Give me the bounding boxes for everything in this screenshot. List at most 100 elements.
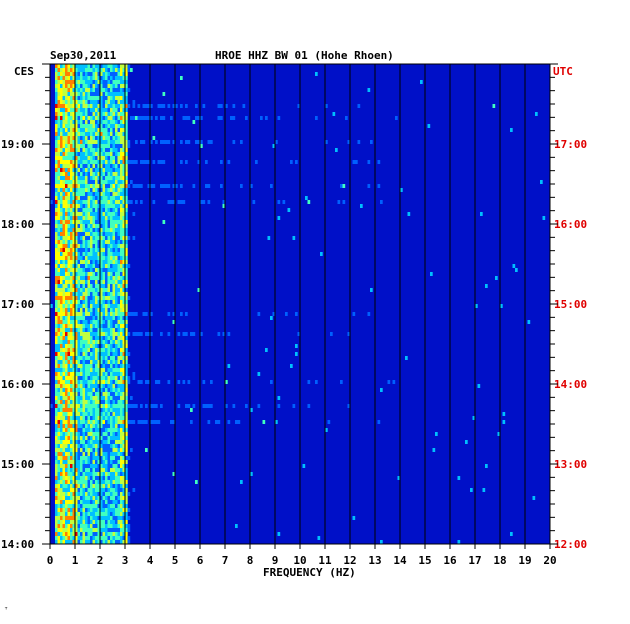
spectrogram-cell — [65, 244, 68, 248]
spectrogram-cell — [107, 316, 111, 320]
spectrogram-cell — [90, 128, 93, 132]
spectrogram-cell — [90, 112, 93, 116]
spectrogram-cell — [102, 160, 106, 164]
spectrogram-cell — [192, 120, 196, 124]
spectrogram-cell — [120, 132, 123, 136]
spectrogram-cell — [77, 268, 81, 272]
spectrogram-cell — [92, 328, 96, 332]
spectrogram-cell — [107, 388, 111, 392]
spectrogram-cell — [55, 284, 58, 288]
spectrogram-cell — [87, 248, 91, 252]
spectrogram-cell — [70, 232, 73, 236]
spectrogram-cell — [95, 196, 98, 200]
spectrogram-cell — [60, 432, 63, 436]
spectrogram-cell — [122, 392, 126, 396]
spectrogram-cell — [67, 228, 71, 232]
spectrogram-cell — [60, 128, 63, 132]
spectrogram-cell — [82, 180, 86, 184]
spectrogram-cell — [115, 180, 118, 184]
spectrogram-cell — [67, 360, 71, 364]
spectrogram-cell — [72, 164, 76, 168]
spectrogram-cell — [70, 248, 73, 252]
spectrogram-cell — [160, 160, 163, 164]
spectrogram-cell — [112, 300, 116, 304]
spectrogram-cell — [80, 500, 83, 504]
spectrogram-cell — [60, 108, 63, 112]
spectrogram-cell — [90, 344, 93, 348]
spectrogram-cell — [55, 148, 58, 152]
spectrogram-cell — [105, 516, 108, 520]
spectrogram-cell — [115, 208, 118, 212]
spectrogram-cell — [55, 444, 58, 448]
spectrogram-cell — [80, 204, 83, 208]
right-tick-label: 14:00 — [554, 378, 587, 391]
spectrogram-cell — [60, 368, 63, 372]
spectrogram-cell — [105, 424, 108, 428]
spectrogram-cell — [102, 520, 106, 524]
spectrogram-cell — [125, 380, 128, 384]
spectrogram-cell — [112, 64, 116, 68]
spectrogram-cell — [77, 312, 81, 316]
spectrogram-cell — [112, 492, 116, 496]
spectrogram-cell — [90, 108, 93, 112]
spectrogram-cell — [100, 336, 103, 340]
spectrogram-cell — [105, 352, 108, 356]
spectrogram-cell — [82, 264, 86, 268]
spectrogram-cell — [77, 516, 81, 520]
spectrogram-cell — [115, 428, 118, 432]
spectrogram-cell — [145, 448, 148, 452]
spectrogram-cell — [95, 140, 98, 144]
spectrogram-cell — [110, 180, 113, 184]
spectrogram-cell — [122, 112, 126, 116]
spectrogram-cell — [77, 124, 81, 128]
spectrogram-cell — [107, 68, 111, 72]
spectrogram-cell — [95, 136, 98, 140]
spectrogram-cell — [90, 472, 93, 476]
spectrogram-cell — [82, 420, 86, 424]
spectrogram-cell — [67, 464, 71, 468]
spectrogram-cell — [77, 160, 81, 164]
spectrogram-cell — [92, 296, 96, 300]
spectrogram-cell — [72, 264, 76, 268]
spectrogram-cell — [95, 220, 98, 224]
spectrogram-cell — [125, 180, 128, 184]
spectrogram-cell — [67, 180, 71, 184]
spectrogram-cell — [50, 304, 53, 308]
spectrogram-cell — [120, 224, 123, 228]
spectrogram-cell — [75, 64, 78, 68]
spectrogram-cell — [82, 120, 86, 124]
spectrogram-cell — [67, 320, 71, 324]
spectrogram-cell — [80, 484, 83, 488]
spectrogram-cell — [122, 396, 126, 400]
spectrogram-cell — [110, 532, 113, 536]
spectrogram-cell — [75, 96, 78, 100]
spectrogram-cell — [57, 212, 61, 216]
spectrogram-cell — [120, 220, 123, 224]
spectrogram-cell — [117, 208, 121, 212]
spectrogram-cell — [122, 108, 126, 112]
spectrogram-cell — [102, 256, 106, 260]
spectrogram-cell — [240, 184, 243, 188]
spectrogram-cell — [80, 460, 83, 464]
spectrogram-cell — [107, 460, 111, 464]
spectrogram-cell — [127, 296, 131, 300]
spectrogram-cell — [95, 344, 98, 348]
spectrogram-cell — [190, 332, 193, 336]
spectrogram-cell — [125, 64, 128, 68]
spectrogram-cell — [107, 120, 111, 124]
spectrogram-cell — [67, 92, 71, 96]
spectrogram-cell — [87, 304, 91, 308]
spectrogram-cell — [125, 540, 128, 544]
spectrogram-cell — [97, 392, 101, 396]
spectrogram-cell — [92, 372, 96, 376]
spectrogram-cell — [120, 500, 123, 504]
spectrogram-cell — [107, 404, 111, 408]
spectrogram-cell — [367, 312, 371, 316]
spectrogram-cell — [112, 516, 116, 520]
spectrogram-cell — [115, 284, 118, 288]
spectrogram-cell — [60, 448, 63, 452]
spectrogram-cell — [107, 376, 111, 380]
spectrogram-cell — [110, 148, 113, 152]
spectrogram-cell — [110, 508, 113, 512]
spectrogram-cell — [117, 184, 121, 188]
